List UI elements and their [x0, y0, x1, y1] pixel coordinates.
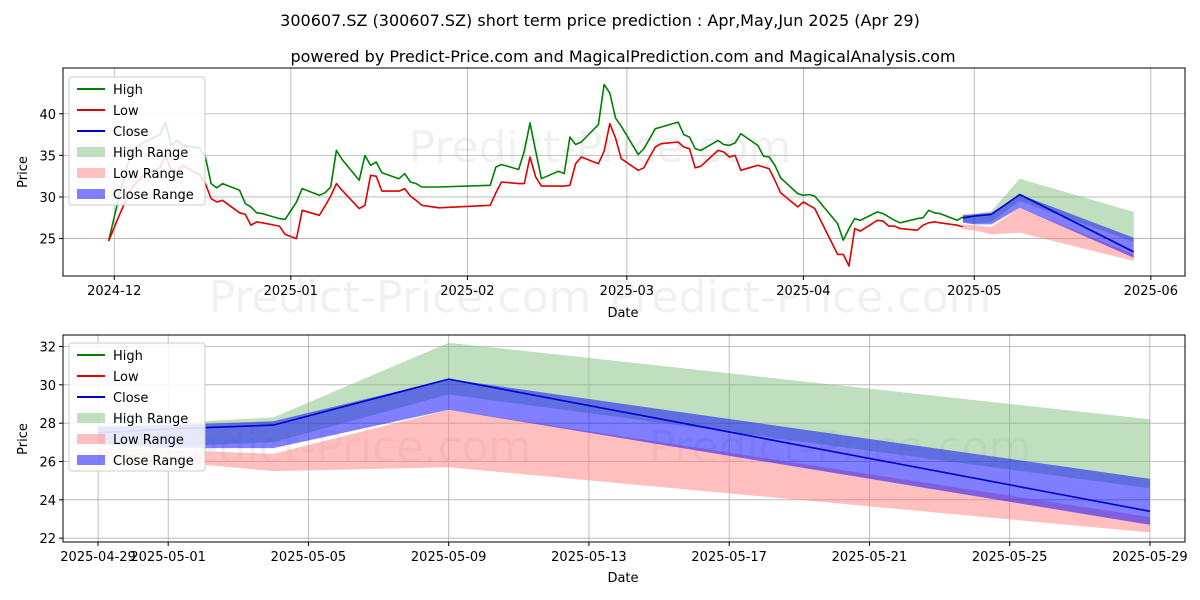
x-tick-label: 2025-05-25 — [972, 550, 1048, 565]
legend-swatch-high-range — [77, 413, 105, 423]
x-tick-label: 2024-12 — [87, 284, 141, 299]
x-tick-label: 2025-06 — [1124, 284, 1178, 299]
series-lines — [107, 83, 1135, 267]
forecast-plot: Predict-Price.com Predict-Price.com 2025… — [16, 334, 1188, 586]
legend-label-high: High — [113, 349, 143, 364]
x-tick-label: 2025-05-13 — [551, 550, 627, 565]
legend-swatch-low-range — [77, 434, 105, 444]
x-tick-label: 2025-01 — [264, 284, 318, 299]
y-axis-ticks: 25 30 35 40 — [39, 108, 63, 248]
y-tick-label: 30 — [39, 191, 56, 206]
grid — [63, 68, 1185, 276]
x-tick-label: 2025-05-01 — [130, 550, 206, 565]
x-axis-label: Date — [607, 571, 638, 586]
legend-label-high: High — [113, 83, 143, 98]
y-tick-label: 24 — [39, 494, 56, 509]
y-tick-label: 28 — [39, 417, 56, 432]
watermark: Predict-Price.com — [409, 122, 792, 173]
low-range-band — [962, 207, 1134, 261]
y-tick-label: 35 — [39, 149, 56, 164]
y-axis-label: Price — [16, 156, 31, 188]
x-tick-label: 2025-05-05 — [271, 550, 347, 565]
legend-label-close: Close — [113, 125, 148, 140]
high-series-line — [107, 83, 964, 242]
y-tick-label: 25 — [39, 233, 56, 248]
close-range-band — [962, 194, 1134, 258]
legend-swatch-close-range — [77, 455, 105, 465]
legend: High Low Close High Range Low Range Close Ran… — [68, 342, 206, 472]
y-tick-label: 26 — [39, 456, 56, 471]
legend-label-low-range: Low Range — [113, 167, 184, 182]
x-tick-label: 2025-04 — [776, 284, 830, 299]
x-tick-label: 2025-05-29 — [1112, 550, 1188, 565]
x-tick-label: 2025-05-17 — [691, 550, 767, 565]
legend-label-low: Low — [113, 104, 139, 119]
plot-frame — [62, 67, 1186, 277]
legend-swatch-low-range — [77, 168, 105, 178]
x-tick-label: 2025-04-29 — [60, 550, 136, 565]
low-range-band — [98, 409, 1150, 533]
x-tick-label: 2025-03 — [600, 284, 654, 299]
legend-label-low: Low — [113, 370, 139, 385]
y-tick-label: 22 — [39, 532, 56, 547]
legend-swatch-close-range — [77, 189, 105, 199]
history-plot: Predict-Price.com Predict-Price.com Pred… — [16, 67, 1186, 323]
y-axis-ticks: 22 24 26 28 30 32 — [39, 341, 63, 547]
legend-label-high-range: High Range — [113, 412, 188, 427]
x-axis-ticks: 2024-12 2025-01 2025-02 2025-03 2025-04 2025-… — [87, 276, 1178, 299]
y-tick-label: 32 — [39, 341, 56, 356]
chart-subtitle: powered by Predict-Price.com and Magical… — [290, 47, 955, 66]
low-series-line — [107, 122, 964, 267]
plot-frame — [62, 334, 1186, 543]
chart-title: 300607.SZ (300607.SZ) short term price p… — [280, 11, 920, 30]
range-bands — [98, 342, 1150, 533]
watermark: Predict-Price.com — [209, 272, 592, 323]
x-tick-label: 2025-02 — [440, 284, 494, 299]
watermark: Predict-Price.com — [609, 272, 992, 323]
y-axis-label: Price — [16, 423, 31, 455]
x-tick-label: 2025-05 — [947, 284, 1001, 299]
legend: High Low Close High Range Low Range Close Ran… — [68, 76, 206, 206]
x-axis-label: Date — [607, 306, 638, 321]
x-tick-label: 2025-05-09 — [411, 550, 487, 565]
legend-label-close-range: Close Range — [113, 454, 194, 469]
close-range-band — [98, 379, 1150, 525]
legend-label-high-range: High Range — [113, 146, 188, 161]
legend-label-low-range: Low Range — [113, 433, 184, 448]
y-tick-label: 40 — [39, 108, 56, 123]
range-bands — [962, 178, 1134, 261]
y-tick-label: 30 — [39, 379, 56, 394]
watermark-layer: Predict-Price.com Predict-Price.com Pred… — [209, 122, 992, 323]
close-series-line — [962, 193, 1135, 253]
legend-swatch-high-range — [77, 147, 105, 157]
x-tick-label: 2025-05-21 — [832, 550, 908, 565]
legend-label-close-range: Close Range — [113, 188, 194, 203]
legend-label-close: Close — [113, 391, 148, 406]
